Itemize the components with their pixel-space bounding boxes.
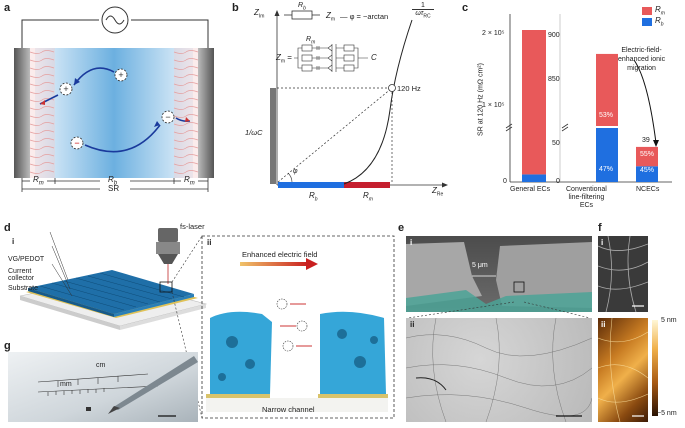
d-enhanced-field-label: Enhanced electric field [242,250,318,259]
svg-text:−: − [74,138,79,148]
a-sr-label: SR [108,184,120,193]
b-phi-label: φ [293,168,298,175]
b-zim-axis-label: ZIm [254,8,265,20]
e-zoom-lines [407,301,591,319]
panel-d-device [19,228,395,419]
c-cat-conv: Conventional line-filtering ECs [566,186,607,209]
c-bar-conv-rb [596,128,618,182]
c-annotation: Electric-field-enhanced ionic migration [618,47,666,72]
c-pct-53: 53% [599,112,614,119]
panel-label-a: a [4,2,11,14]
c-ytick-50: 50 [552,140,560,147]
panel-label-g: g [4,340,11,352]
d-substrate-label: Substrate [8,285,38,292]
panel-f-afm [598,318,648,422]
c-ylabel: SR at 120 Hz (mΩ cm²) [477,63,485,136]
c-ytick-850: 850 [548,76,560,83]
c-bar-general-rb [522,174,546,182]
c-bar-general-rm [522,30,546,175]
c-pct-47: 47% [599,166,614,173]
legend-rb-label: Rb [655,16,664,28]
c-pct-55: 55% [640,151,655,158]
b-circuit-c-label: C [371,53,377,62]
b-freq-label: 120 Hz [397,84,421,93]
b-rm-bar [344,182,390,188]
panel-g-photo [8,352,198,422]
f-cb-min-label: −5 nm [657,410,677,417]
legend-rm-label: Rm [655,5,665,17]
c-cat-general: General ECs [510,186,551,193]
d-label-ii: ii [207,238,212,247]
a-rb-label: Rb [108,175,118,187]
c-ytick-900: 900 [548,32,560,39]
legend-rb-swatch [642,18,652,26]
b-phase-equation: — φ = −arctan [340,12,389,21]
e-scale-label: 5 μm [472,262,488,269]
panel-b-nyquist [270,10,448,188]
panel-label-b: b [232,2,239,14]
f-colorbar [652,320,658,416]
c-ytick-2e5: 2 × 10⁵ [482,30,505,37]
f-label-ii: ii [601,320,606,329]
a-rm-left-label: Rm [33,175,44,187]
c-bar-conv-rm [596,53,618,126]
g-mm-label: mm [60,381,72,388]
legend-rm-swatch [642,7,652,15]
c-cat-ncec: NCECs [636,186,660,193]
panel-label-e: e [398,222,405,234]
b-rm-axis-label: Rm [363,191,373,203]
c-arrow [633,59,657,144]
c-ytick-0: 0 [503,178,507,185]
b-rb-axis-label: Rb [309,191,318,203]
left-electrode [14,48,30,178]
c-val-39: 39 [642,137,650,144]
d-current-collector-label: Current collector [8,268,35,282]
panel-label-d: d [4,222,11,234]
svg-text:+: + [118,70,123,80]
panel-label-c: c [462,2,469,14]
g-ruler-and-pen [37,356,198,417]
right-electrode [198,48,214,178]
c-ytick-0b: 0 [556,178,560,185]
b-zm-eq-label: Zm = [276,53,292,65]
e-label-i: i [410,238,413,247]
b-rb-bar [278,182,344,188]
c-pct-45: 45% [640,167,655,174]
panel-label-f: f [598,222,602,234]
svg-text:−: − [165,112,170,122]
svg-text:+: + [63,84,68,94]
c-bar-conv-break [596,126,618,128]
c-ytick-1e5: 1 × 10⁵ [482,102,505,109]
b-rb-top-label: Rb [298,2,306,12]
e-label-ii: ii [410,320,415,329]
f-label-i: i [601,238,604,247]
panel-f-sem [598,236,648,312]
d-vg-pedot-label: VG/PEDOT [8,256,45,263]
b-zm-top-label: Zm [326,11,336,23]
d-narrow-channel-label: Narrow channel [262,405,315,414]
f-cb-max-label: 5 nm [661,317,677,324]
panel-c-chart [505,14,672,183]
c-bar-ncec-rm [636,146,658,167]
c-bar-ncec-rb [636,166,658,182]
d-label-i: i [12,237,15,246]
b-circuit-rm-label: Rm [306,36,316,46]
a-rm-right-label: Rm [184,175,195,187]
b-omega-c-label: 1/ωC [245,128,263,137]
panel-a-schematic: + + − − [14,6,214,192]
b-phase-fraction: 1 ωτRC [412,2,434,19]
g-cm-label: cm [96,362,106,369]
panel-e-sem-bottom [406,318,592,422]
c-legend: Rm Rb [642,5,665,28]
d-fs-laser-label: fs-laser [180,222,205,231]
panel-e-sem-top [406,236,592,312]
b-zre-axis-label: ZRe [432,186,444,198]
